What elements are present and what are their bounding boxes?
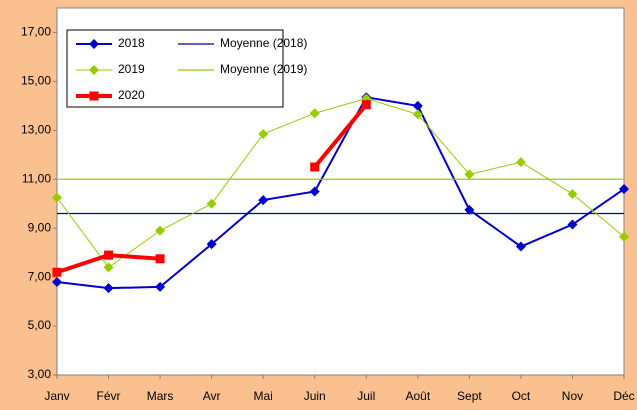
- marker: [515, 241, 526, 252]
- marker: [412, 100, 423, 111]
- marker: [155, 281, 166, 292]
- y-tick-label: 7,00: [28, 269, 52, 283]
- y-tick-label: 9,00: [28, 220, 52, 234]
- y-tick-label: 15,00: [21, 74, 51, 88]
- marker: [619, 231, 629, 242]
- y-tick-label: 13,00: [21, 123, 51, 137]
- legend-label: 2018: [118, 36, 145, 50]
- legend-label: 2019: [118, 62, 145, 76]
- legend-marker: [89, 39, 99, 49]
- marker: [206, 239, 217, 250]
- marker: [258, 129, 269, 140]
- marker: [258, 195, 269, 206]
- x-tick-label: Mars: [147, 389, 174, 403]
- x-tick-label: Mai: [254, 389, 273, 403]
- x-tick-label: Nov: [562, 389, 583, 403]
- x-tick-label: Déc: [613, 389, 634, 403]
- marker: [412, 109, 423, 120]
- legend-label: 2020: [118, 88, 145, 102]
- marker: [52, 267, 62, 277]
- marker: [104, 250, 114, 260]
- x-tick-label: Janv: [44, 389, 69, 403]
- marker: [103, 283, 114, 294]
- marker: [361, 100, 371, 110]
- legend-label: Moyenne (2018): [220, 36, 307, 50]
- marker: [567, 219, 578, 230]
- series-line: [56, 98, 625, 269]
- x-tick-label: Juin: [304, 389, 326, 403]
- y-tick-label: 11,00: [22, 171, 51, 185]
- legend-marker: [89, 65, 99, 75]
- x-tick-label: Sept: [457, 389, 482, 403]
- marker: [155, 254, 165, 264]
- series-line: [56, 96, 625, 290]
- marker: [52, 192, 62, 203]
- marker: [619, 184, 629, 195]
- x-tick-label: Oct: [512, 389, 531, 403]
- x-tick-label: Avr: [203, 389, 221, 403]
- legend-label: Moyenne (2019): [220, 62, 307, 76]
- marker: [567, 188, 578, 199]
- x-tick-label: Juil: [357, 389, 375, 403]
- marker: [515, 157, 526, 168]
- marker: [103, 262, 114, 273]
- marker: [155, 225, 166, 236]
- y-tick-label: 3,00: [28, 367, 52, 381]
- marker: [206, 198, 217, 209]
- marker: [464, 169, 475, 180]
- marker: [309, 186, 320, 197]
- y-tick-label: 17,00: [21, 25, 51, 39]
- marker: [309, 108, 320, 119]
- y-tick-label: 5,00: [28, 318, 52, 332]
- marker: [464, 204, 475, 215]
- marker: [310, 162, 320, 172]
- x-tick-label: Févr: [97, 389, 121, 403]
- legend-marker: [89, 91, 99, 101]
- marker: [52, 277, 62, 288]
- x-tick-label: Août: [405, 389, 430, 403]
